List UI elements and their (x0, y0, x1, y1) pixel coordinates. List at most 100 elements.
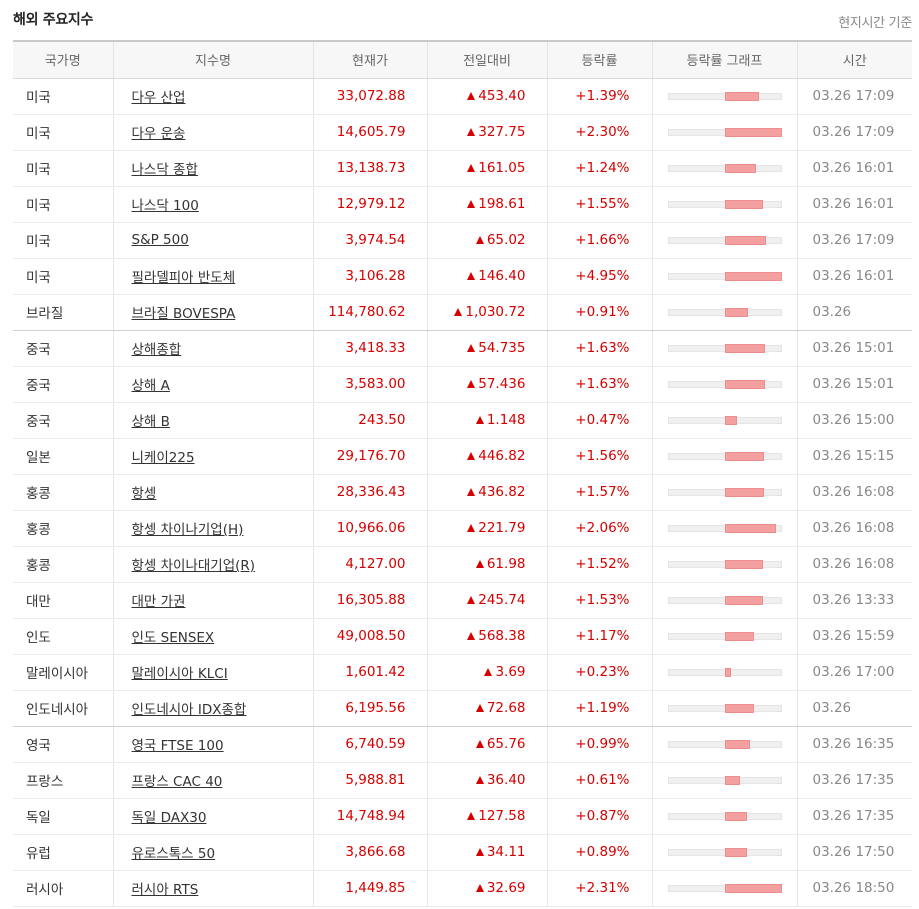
table-row: 영국 영국 FTSE 100 6,740.59 65.76 +0.99% 03.26 16… (13, 726, 912, 763)
index-name-cell: S&P 500 (112, 222, 313, 259)
index-name-link[interactable]: 인도네시아 IDX종합 (131, 702, 247, 718)
rate-bar-track (667, 343, 782, 353)
time-cell: 03.26 18:50 (796, 870, 912, 907)
index-name-link[interactable]: 상해 B (131, 414, 170, 430)
rate-graph-cell (651, 870, 797, 907)
table-row: 미국 다우 운송 14,605.79 327.75 +2.30% 03.26 17:09 (13, 114, 912, 151)
time-cell: 03.26 17:35 (796, 762, 912, 799)
index-name-cell: 독일 DAX30 (112, 798, 313, 835)
table-row: 홍콩 항셍 차이나대기업(R) 4,127.00 61.98 +1.52% 03.26 1… (13, 546, 912, 583)
rate-bar-fill (724, 379, 765, 389)
rate-bar-track (667, 703, 782, 713)
index-name-cell: 말레이시아 KLCI (112, 654, 313, 691)
rate-graph-cell (651, 654, 797, 691)
index-name-link[interactable]: 독일 DAX30 (131, 810, 207, 826)
table-row: 중국 상해 B 243.50 1.148 +0.47% 03.26 15:00 (13, 402, 912, 439)
index-name-link[interactable]: 다우 산업 (131, 90, 186, 106)
rate-bar-fill (724, 523, 776, 533)
index-name-link[interactable]: 상해종합 (131, 342, 182, 358)
index-name-link[interactable]: 상해 A (131, 378, 170, 394)
rate-cell: +0.61% (546, 762, 652, 799)
rate-bar-fill (724, 631, 754, 641)
price-cell: 14,748.94 (312, 798, 427, 835)
change-value: 65.02 (486, 232, 526, 248)
rate-bar-fill (724, 883, 782, 893)
index-name-link[interactable]: 니케이225 (131, 450, 195, 466)
country-cell: 미국 (13, 78, 113, 115)
change-value: 245.74 (478, 592, 526, 608)
index-name-link[interactable]: 항셍 차이나대기업(R) (131, 558, 256, 574)
index-name-link[interactable]: 대만 가권 (131, 594, 186, 610)
index-name-link[interactable]: 항셍 (131, 486, 157, 502)
rate-bar-fill (724, 163, 756, 173)
index-name-link[interactable]: 다우 운송 (131, 126, 186, 142)
rate-bar-fill (724, 235, 766, 245)
country-cell: 미국 (13, 258, 113, 295)
table-row: 일본 니케이225 29,176.70 446.82 +1.56% 03.26 15:15 (13, 438, 912, 475)
change-value: 446.82 (478, 448, 526, 464)
index-name-cell: 영국 FTSE 100 (112, 726, 313, 763)
change-cell: 446.82 (426, 438, 547, 475)
rate-cell: +1.53% (546, 582, 652, 619)
change-value: 3.69 (495, 664, 526, 680)
time-cell: 03.26 17:00 (796, 654, 912, 691)
index-name-cell: 인도네시아 IDX종합 (112, 690, 313, 727)
index-name-link[interactable]: 영국 FTSE 100 (131, 738, 224, 754)
change-cell: 61.98 (426, 546, 547, 583)
table-row: 중국 상해종합 3,418.33 54.735 +1.63% 03.26 15:01 (13, 330, 912, 367)
country-cell: 미국 (13, 222, 113, 259)
country-cell: 영국 (13, 726, 113, 763)
rate-cell: +2.31% (546, 870, 652, 907)
index-name-link[interactable]: 말레이시아 KLCI (131, 666, 228, 682)
time-cell: 03.26 16:08 (796, 510, 912, 547)
country-cell: 프랑스 (13, 762, 113, 799)
rate-graph-cell (651, 762, 797, 799)
index-name-link[interactable]: 항셍 차이나기업(H) (131, 522, 244, 538)
rate-bar-fill (724, 127, 782, 137)
index-name-link[interactable]: 러시아 RTS (131, 882, 199, 898)
up-arrow-icon (467, 200, 476, 208)
index-name-link[interactable]: 나스닥 100 (131, 198, 199, 214)
rate-graph-cell (651, 402, 797, 439)
index-name-link[interactable]: 브라질 BOVESPA (131, 306, 236, 322)
table-row: 미국 다우 산업 33,072.88 453.40 +1.39% 03.26 17:09 (13, 78, 912, 115)
index-name-link[interactable]: 필라델피아 반도체 (131, 270, 236, 286)
index-name-link[interactable]: 인도 SENSEX (131, 630, 215, 646)
index-name-cell: 니케이225 (112, 438, 313, 475)
change-value: 161.05 (478, 160, 526, 176)
rate-bar-fill (724, 595, 763, 605)
index-name-cell: 유로스톡스 50 (112, 834, 313, 871)
time-cell: 03.26 16:01 (796, 258, 912, 295)
rate-cell: +1.52% (546, 546, 652, 583)
index-name-link[interactable]: S&P 500 (131, 232, 189, 248)
index-name-cell: 항셍 차이나기업(H) (112, 510, 313, 547)
up-arrow-icon (484, 668, 493, 676)
time-cell: 03.26 15:01 (796, 330, 912, 367)
time-cell: 03.26 17:50 (796, 834, 912, 871)
time-cell: 03.26 (796, 294, 912, 331)
change-cell: 72.68 (426, 690, 547, 727)
rate-cell: +1.24% (546, 150, 652, 187)
rate-cell: +1.19% (546, 690, 652, 727)
price-cell: 6,740.59 (312, 726, 427, 763)
change-cell: 245.74 (426, 582, 547, 619)
index-name-link[interactable]: 유로스톡스 50 (131, 846, 216, 862)
rate-cell: +2.06% (546, 510, 652, 547)
indices-table: 국가명 지수명 현재가 전일대비 등락률 등락률 그래프 시간 미국 다우 산업 3… (13, 40, 912, 907)
price-cell: 4,127.00 (312, 546, 427, 583)
index-name-link[interactable]: 나스닥 종합 (131, 162, 198, 178)
index-name-link[interactable]: 프랑스 CAC 40 (131, 774, 223, 790)
local-time-note: 현지시간 기준 (838, 16, 912, 31)
country-cell: 미국 (13, 114, 113, 151)
time-cell: 03.26 16:01 (796, 150, 912, 187)
change-cell: 146.40 (426, 258, 547, 295)
rate-bar-fill (724, 91, 759, 101)
country-cell: 중국 (13, 330, 113, 367)
up-arrow-icon (467, 92, 476, 100)
change-value: 568.38 (478, 628, 526, 644)
index-name-cell: 프랑스 CAC 40 (112, 762, 313, 799)
change-value: 127.58 (478, 808, 526, 824)
price-cell: 33,072.88 (312, 78, 427, 115)
price-cell: 3,974.54 (312, 222, 427, 259)
col-header-rate-graph: 등락률 그래프 (651, 40, 797, 79)
